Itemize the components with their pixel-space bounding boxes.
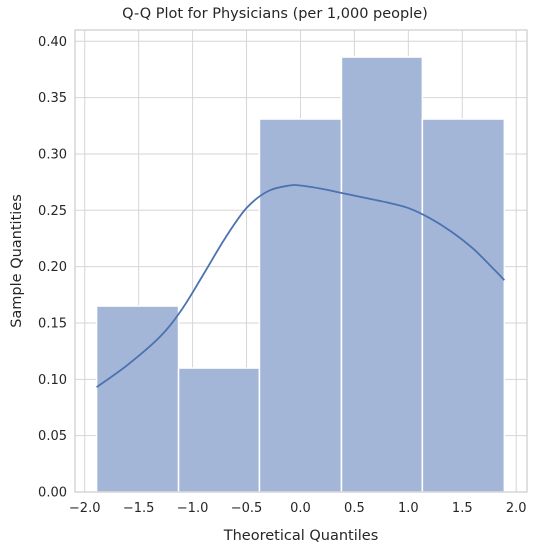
histogram-bar-2 <box>177 367 261 493</box>
y-tick-label: 0.05 <box>38 429 67 444</box>
y-tick-label: 0.25 <box>38 204 67 219</box>
y-tick-label: 0.30 <box>38 147 67 162</box>
y-tick-label: 0.35 <box>38 91 67 106</box>
x-tick-label: 2.0 <box>506 501 527 516</box>
x-tick-label: −0.5 <box>231 501 263 516</box>
histogram-bar-4 <box>340 56 424 493</box>
chart-title: Q-Q Plot for Physicians (per 1,000 peopl… <box>122 6 428 22</box>
histogram-bars <box>95 56 506 493</box>
x-tick-label: −1.5 <box>123 501 155 516</box>
x-tick-label: −1.0 <box>177 501 209 516</box>
y-tick-label: 0.40 <box>38 35 67 50</box>
plot-frame <box>74 29 528 493</box>
y-tick-labels: 0.00 0.05 0.10 0.15 0.20 0.25 0.30 0.35 0.40 <box>38 35 67 501</box>
x-tick-label: 1.5 <box>452 501 473 516</box>
x-tick-label: 0.0 <box>290 501 311 516</box>
histogram-bar-3 <box>258 118 343 493</box>
y-axis-label: Sample Quantities <box>9 194 25 328</box>
histogram-bar-5 <box>421 118 506 493</box>
y-tick-label: 0.20 <box>38 260 67 275</box>
x-axis-label: Theoretical Quantiles <box>223 528 379 544</box>
y-tick-label: 0.00 <box>38 486 67 501</box>
y-tick-label: 0.15 <box>38 316 67 331</box>
x-tick-label: 0.5 <box>344 501 365 516</box>
y-tick-label: 0.10 <box>38 373 67 388</box>
histogram-bar-1 <box>95 305 180 493</box>
kde-curve <box>96 184 505 388</box>
x-tick-label: 1.0 <box>398 501 419 516</box>
x-tick-label: −2.0 <box>69 501 101 516</box>
x-tick-labels: −2.0 −1.5 −1.0 −0.5 0.0 0.5 1.0 1.5 2.0 <box>69 501 527 516</box>
